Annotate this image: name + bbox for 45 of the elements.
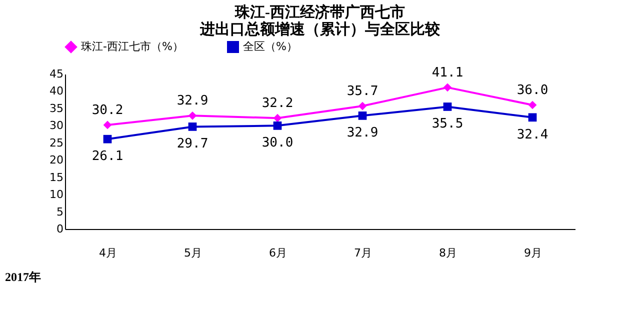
text: 2017年 (5, 270, 41, 284)
point (188, 111, 197, 120)
data-label: 32.2 (262, 96, 294, 112)
data-label: 32.9 (176, 94, 208, 109)
point (273, 114, 282, 122)
data-label: 35.5 (432, 116, 464, 132)
x-tick-label: 4月 (99, 246, 117, 260)
x-tick-label: 6月 (269, 246, 287, 260)
point (188, 122, 197, 131)
point (528, 100, 537, 110)
x-tick-label: 7月 (354, 246, 372, 260)
legend-label: 全区（%） (243, 40, 298, 53)
data-label: 35.7 (346, 84, 378, 100)
text: 进出口总额增速（累计）与全区比较 (200, 22, 440, 38)
y-tick-label: 40 (50, 84, 64, 98)
data-label: 41.1 (432, 65, 464, 80)
point (358, 111, 367, 120)
point (443, 83, 452, 92)
data-label: 30.2 (92, 102, 124, 118)
x-tick-label: 9月 (524, 246, 542, 260)
y-tick-label: 45 (50, 68, 64, 80)
y-tick-label: 5 (56, 205, 64, 218)
point (443, 102, 452, 111)
data-label: 36.0 (516, 83, 548, 98)
point (103, 134, 112, 144)
data-label: 29.7 (176, 136, 208, 152)
x-tick-label: 8月 (439, 246, 457, 260)
data-label: 32.9 (346, 126, 378, 141)
y-tick-label: 25 (50, 136, 64, 150)
point (528, 113, 537, 122)
y-tick-label: 35 (50, 102, 64, 115)
legend-label: 珠江-西江七市（%） (81, 40, 184, 53)
data-label: 30.0 (262, 136, 294, 151)
y-tick-label: 30 (50, 119, 64, 132)
data-label: 26.1 (92, 149, 124, 164)
text: 珠江-西江经济带广西七市 (235, 5, 405, 21)
point (358, 102, 367, 110)
y-tick-label: 20 (50, 154, 64, 167)
x-tick-label: 5月 (184, 246, 202, 260)
point (103, 120, 112, 130)
y-tick-label: 0 (56, 222, 64, 236)
point (273, 121, 282, 130)
y-tick-label: 10 (50, 188, 64, 202)
y-tick-label: 15 (50, 170, 64, 184)
data-label: 32.4 (516, 127, 548, 142)
